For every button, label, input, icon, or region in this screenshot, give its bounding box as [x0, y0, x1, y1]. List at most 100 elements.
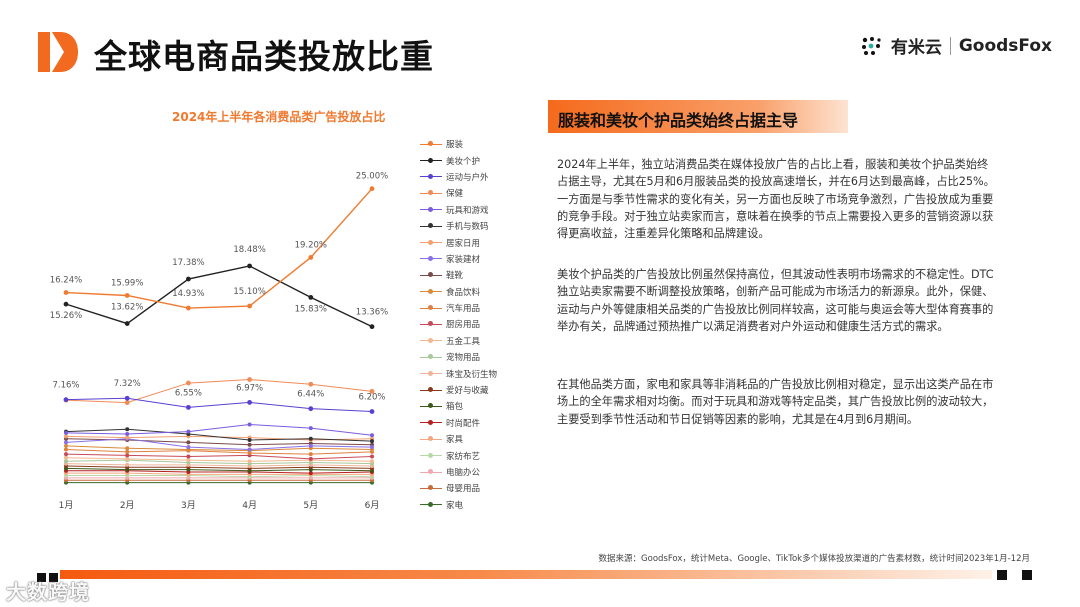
data-point	[124, 395, 130, 401]
data-point	[186, 458, 191, 463]
data-label: 14.93%	[172, 289, 204, 299]
data-point	[124, 400, 130, 406]
data-label: 16.24%	[50, 276, 82, 286]
legend-item: 电脑办公	[420, 464, 530, 480]
series-line	[65, 445, 373, 452]
data-point	[186, 440, 191, 445]
legend-label: 宠物用品	[446, 353, 481, 364]
data-label: 7.32%	[114, 379, 141, 389]
data-label: 15.99%	[111, 278, 143, 288]
legend-label: 厨房用品	[446, 320, 481, 331]
legend-label: 居家日用	[446, 238, 481, 249]
legend-label: 母婴用品	[446, 484, 481, 495]
series-line	[65, 467, 373, 472]
legend-marker-icon	[420, 238, 442, 248]
data-point	[186, 445, 191, 450]
legend-item: 家纺布艺	[420, 447, 530, 463]
legend-marker-icon	[420, 500, 442, 510]
series-line	[65, 424, 373, 436]
series-line	[65, 459, 373, 465]
data-point	[125, 453, 130, 458]
legend-label: 爱好与收藏	[446, 386, 489, 397]
legend-item: 时尚配件	[420, 415, 530, 431]
legend-marker-icon	[420, 188, 442, 198]
legend-marker-icon	[420, 254, 442, 264]
x-tick-label: 3月	[181, 500, 196, 511]
data-point	[64, 440, 68, 445]
series-line	[66, 470, 373, 474]
data-point	[247, 442, 252, 447]
data-point	[125, 432, 130, 437]
data-point	[247, 303, 253, 309]
legend-label: 五金工具	[446, 336, 481, 347]
x-tick-label: 4月	[242, 500, 257, 511]
data-point	[63, 290, 69, 295]
data-point	[64, 434, 68, 439]
legend-item: 运动与户外	[420, 169, 530, 185]
data-point	[125, 446, 130, 451]
data-point	[124, 293, 130, 298]
data-label: 13.36%	[356, 308, 388, 318]
legend-item: 居家日用	[420, 234, 530, 250]
data-label: 7.16%	[52, 381, 79, 391]
footer-square	[1022, 570, 1032, 580]
legend-label: 家具	[446, 435, 464, 446]
source-note: 数据来源：GoodsFox，统计Meta、Google、TikTok多个媒体投放…	[598, 554, 1030, 564]
legend-label: 美妆个护	[446, 156, 481, 167]
legend-label: 食品饮料	[446, 287, 481, 298]
data-point	[186, 276, 191, 282]
series-line	[65, 453, 373, 460]
legend-item: 汽车用品	[420, 300, 530, 316]
legend-marker-icon	[420, 303, 442, 313]
data-point	[247, 377, 253, 382]
legend-label: 汽车用品	[446, 304, 481, 315]
data-point	[308, 406, 314, 412]
legend-label: 箱包	[446, 402, 464, 413]
legend-item: 家电	[420, 497, 530, 513]
legend-marker-icon	[420, 287, 442, 297]
legend-label: 珠宝及衍生物	[446, 369, 498, 380]
x-tick-label: 2月	[120, 500, 135, 511]
legend-label: 服装	[446, 140, 464, 151]
data-point	[370, 445, 374, 450]
data-point	[64, 447, 68, 452]
legend-item: 爱好与收藏	[420, 382, 530, 398]
data-point	[125, 449, 130, 454]
data-point	[63, 301, 69, 307]
data-point	[247, 399, 253, 405]
legend-label: 家电	[446, 500, 464, 511]
data-point	[186, 305, 191, 311]
legend-label: 家装建材	[446, 254, 481, 265]
data-point	[247, 459, 252, 464]
data-label: 17.38%	[172, 258, 204, 268]
legend-marker-icon	[420, 205, 442, 215]
x-tick-label: 6月	[365, 500, 380, 511]
legend-item: 服装	[420, 136, 530, 152]
data-label: 15.26%	[50, 311, 82, 321]
page-title: 全球电商品类投放比重	[94, 37, 434, 76]
legend-item: 鞋靴	[420, 267, 530, 283]
legend-marker-icon	[420, 385, 442, 395]
watermark-square	[37, 573, 46, 582]
data-point	[369, 186, 375, 192]
data-point	[186, 404, 191, 410]
data-point	[186, 380, 191, 386]
data-label: 25.00%	[356, 172, 388, 182]
legend-marker-icon	[420, 156, 442, 166]
legend-item: 厨房用品	[420, 316, 530, 332]
data-label: 6.55%	[175, 388, 202, 398]
legend-marker-icon	[420, 270, 442, 280]
series-line	[65, 379, 373, 404]
line-chart: 16.24% 15.99% 14.93% 15.10% 19.20% 25.00% 15.2…	[50, 172, 388, 511]
data-point	[124, 321, 130, 326]
series-line	[65, 463, 373, 467]
data-point	[64, 459, 68, 464]
series-line	[66, 475, 373, 478]
legend-item: 手机与数码	[420, 218, 530, 234]
watermark: 大数跨境	[6, 580, 90, 604]
brand-divider	[949, 36, 951, 55]
data-point	[308, 443, 313, 448]
legend-item: 珠宝及衍生物	[420, 365, 530, 381]
data-label: 18.48%	[233, 245, 265, 255]
data-point	[125, 462, 130, 467]
